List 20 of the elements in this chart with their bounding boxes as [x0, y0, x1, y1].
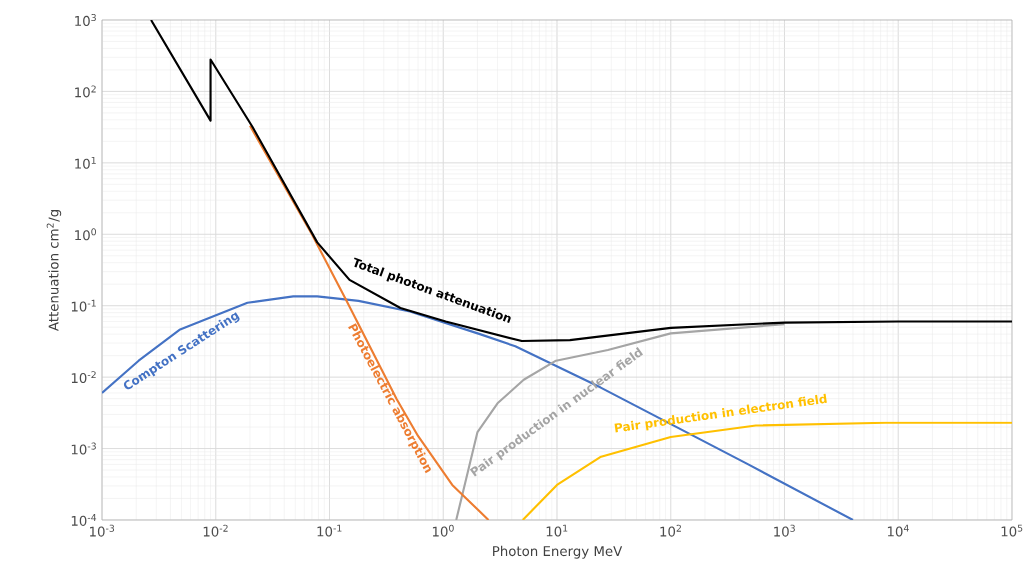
text: Pair production in electron field	[614, 393, 827, 433]
x-tick-label: 10$^{2}$	[660, 524, 681, 537]
x-tick-label: 10$^{-3}$	[90, 524, 115, 537]
x-tick-label: 10$^{5}$	[1001, 524, 1023, 537]
y-tick-label: 10$^{1}$	[75, 156, 96, 169]
x-tick-label: 10$^{-2}$	[203, 524, 228, 537]
x-tick-label: 10$^{3}$	[774, 524, 795, 537]
y-tick-label: 10$^{2}$	[75, 85, 96, 98]
y-tick-label: 10$^{-2}$	[71, 371, 96, 384]
x-tick-label: 10$^{-1}$	[317, 524, 342, 537]
y-tick-label: 10$^{-3}$	[71, 442, 96, 455]
x-tick-label: 10$^{4}$	[887, 524, 909, 537]
y-axis-title: Attenuation cm$^{2}$/g	[46, 210, 62, 332]
x-tick-label: 10$^{1}$	[546, 524, 568, 537]
y-tick-label: 10$^{0}$	[75, 228, 96, 241]
y-tick-label: 10$^{3}$	[75, 14, 96, 26]
x-axis-title: Photon Energy MeV	[493, 545, 623, 559]
y-tick-label: 10$^{-4}$	[71, 514, 97, 526]
y-tick-label: 10$^{-1}$	[71, 299, 96, 312]
x-tick-label: 10$^{0}$	[432, 524, 454, 537]
